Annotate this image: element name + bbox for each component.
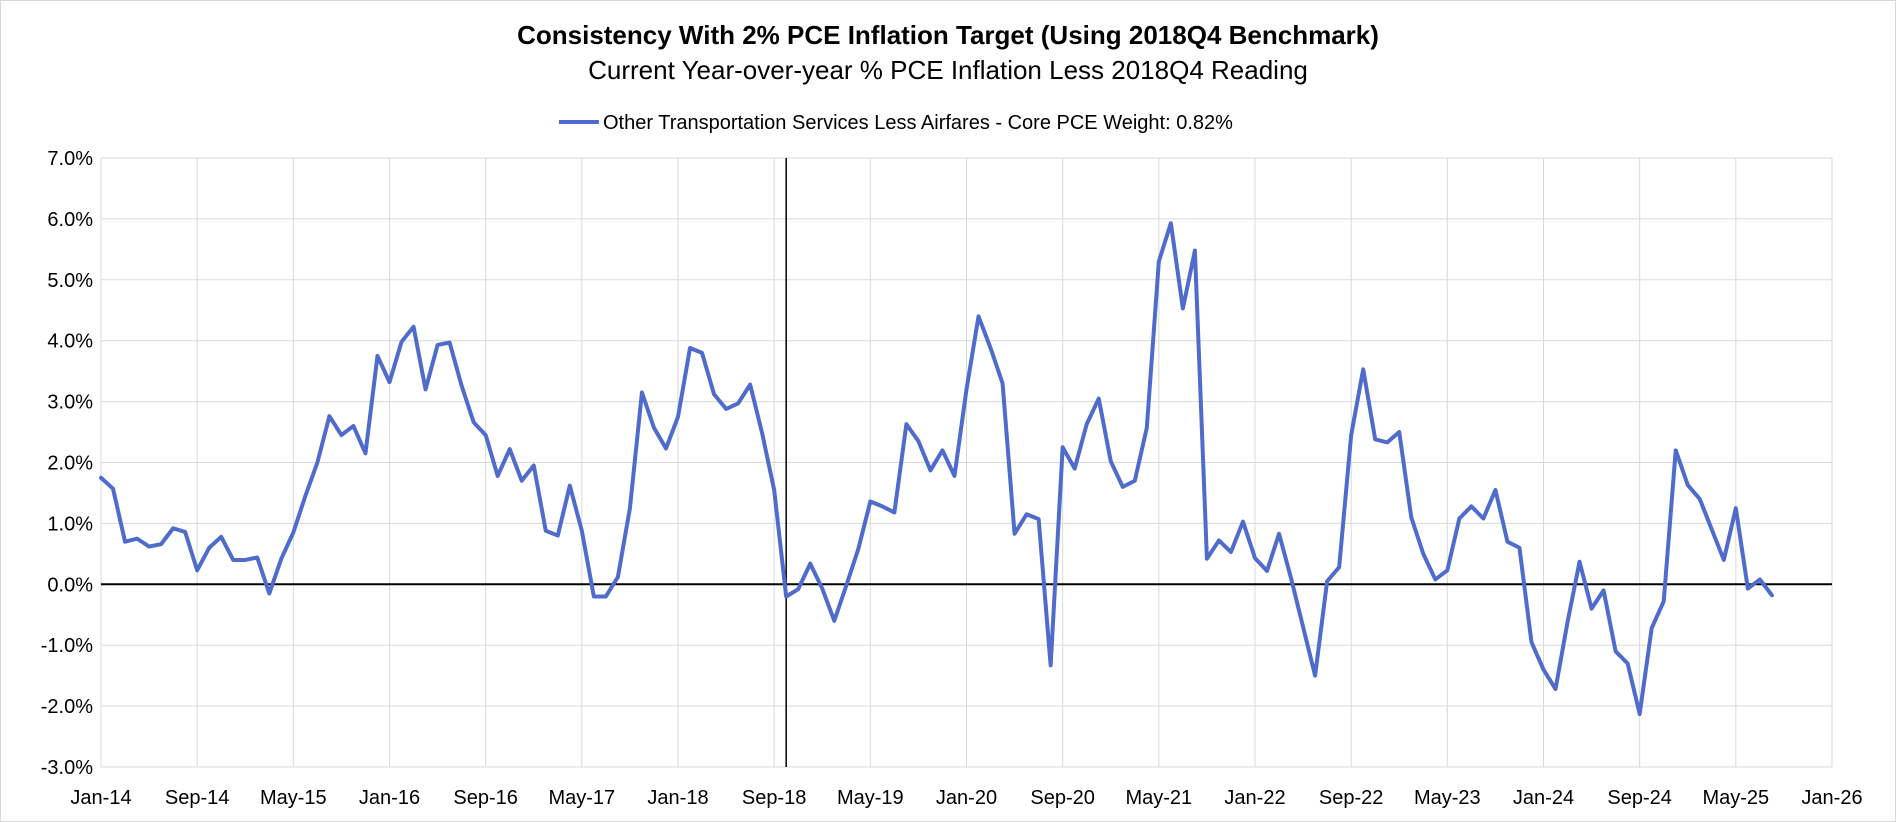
y-tick-label: 2.0% bbox=[47, 453, 93, 475]
legend-label: Other Transportation Services Less Airfa… bbox=[603, 112, 1233, 134]
gridlines bbox=[100, 157, 1833, 768]
x-tick-label: Sep-20 bbox=[1030, 787, 1095, 809]
y-tick-label: 4.0% bbox=[47, 331, 93, 353]
y-tick-label: -3.0% bbox=[41, 757, 93, 779]
y-tick-label: -2.0% bbox=[41, 696, 93, 718]
series-layer bbox=[99, 221, 1774, 717]
chart-subtitle: Current Year-over-year % PCE Inflation L… bbox=[588, 55, 1308, 85]
x-tick-label: May-23 bbox=[1414, 787, 1481, 809]
legend: Other Transportation Services Less Airfa… bbox=[559, 112, 1233, 134]
tick-labels: 7.0% 6.0% 5.0% 4.0% 3.0% 2.0% 1.0% 0.0% -1.0% -2.… bbox=[41, 148, 1863, 809]
x-tick-label: May-17 bbox=[548, 787, 615, 809]
x-tick-label: Jan-22 bbox=[1224, 787, 1285, 809]
x-tick-label: Jan-26 bbox=[1801, 787, 1862, 809]
x-tick-label: May-19 bbox=[837, 787, 904, 809]
y-tick-label: 5.0% bbox=[47, 270, 93, 292]
x-tick-label: Jan-20 bbox=[936, 787, 997, 809]
y-tick-label: 6.0% bbox=[47, 209, 93, 231]
x-tick-label: Sep-22 bbox=[1319, 787, 1384, 809]
x-tick-label: May-15 bbox=[260, 787, 327, 809]
y-tick-label: -1.0% bbox=[41, 635, 93, 657]
x-tick-label: May-25 bbox=[1702, 787, 1769, 809]
x-tick-label: Jan-14 bbox=[70, 787, 131, 809]
y-tick-label: 7.0% bbox=[47, 148, 93, 170]
chart-title: Consistency With 2% PCE Inflation Target… bbox=[517, 20, 1379, 50]
x-tick-label: Sep-14 bbox=[165, 787, 230, 809]
x-tick-label: Jan-16 bbox=[359, 787, 420, 809]
series-line bbox=[99, 221, 1774, 717]
x-tick-label: Sep-18 bbox=[742, 787, 807, 809]
x-tick-label: May-21 bbox=[1125, 787, 1192, 809]
y-tick-label: 0.0% bbox=[47, 574, 93, 596]
x-tick-label: Jan-24 bbox=[1513, 787, 1574, 809]
x-tick-label: Jan-18 bbox=[647, 787, 708, 809]
y-tick-label: 1.0% bbox=[47, 513, 93, 535]
y-tick-label: 3.0% bbox=[47, 392, 93, 414]
x-tick-label: Sep-16 bbox=[453, 787, 518, 809]
x-tick-label: Sep-24 bbox=[1607, 787, 1672, 809]
